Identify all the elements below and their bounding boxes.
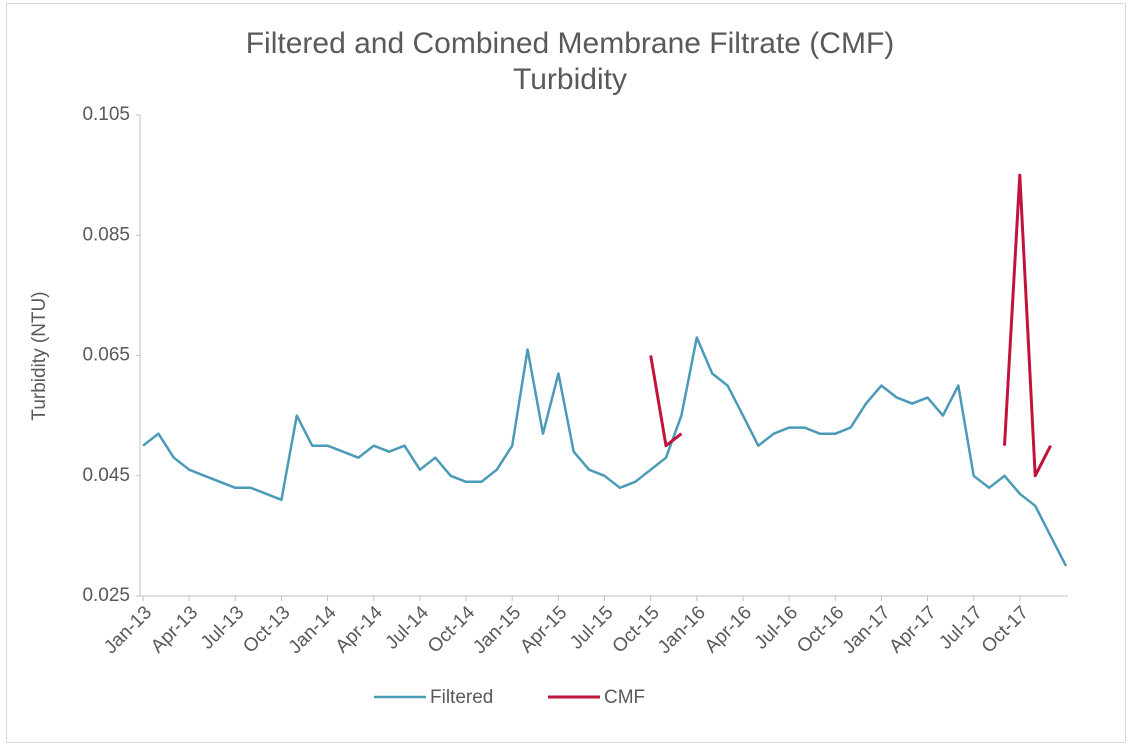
chart-frame xyxy=(6,3,1126,743)
y-tick-label: 0.105 xyxy=(82,104,130,125)
x-tick-label: Jan-16 xyxy=(654,602,710,658)
x-tick-label: Jul-13 xyxy=(197,602,248,653)
x-tick-label: Oct-14 xyxy=(424,602,479,657)
x-tick-label: Oct-13 xyxy=(239,602,294,657)
x-tick-label: Jan-13 xyxy=(100,602,156,658)
x-tick-label: Apr-13 xyxy=(147,602,202,657)
y-tick-label: 0.065 xyxy=(82,345,130,366)
line-series xyxy=(649,173,1052,478)
y-axis-label: Turbidity (NTU) xyxy=(29,291,50,420)
x-tick-label: Apr-15 xyxy=(516,602,571,657)
y-tick-label: 0.045 xyxy=(82,465,130,486)
chart-title: Filtered and Combined Membrane Filtrate … xyxy=(245,27,895,96)
x-tick-label: Apr-17 xyxy=(885,602,940,657)
x-tick-label: Jan-17 xyxy=(839,602,895,658)
x-tick-label: Jul-16 xyxy=(751,602,802,653)
x-tick-label: Oct-16 xyxy=(793,602,848,657)
x-tick-label: Oct-15 xyxy=(609,602,664,657)
x-tick-label: Jan-14 xyxy=(285,602,341,658)
x-tick-label: Jan-15 xyxy=(469,602,525,658)
y-tick-label: 0.085 xyxy=(82,224,130,245)
x-tick-label: Jul-17 xyxy=(935,602,986,653)
x-tick-label: Jul-14 xyxy=(382,602,434,654)
line-series xyxy=(142,336,1068,567)
x-tick-label: Jul-15 xyxy=(566,602,617,653)
x-tick-label: Apr-14 xyxy=(332,602,387,657)
legend-label: CMF xyxy=(604,687,645,708)
x-tick-label: Oct-17 xyxy=(978,602,1033,657)
y-tick-label: 0.025 xyxy=(82,585,130,606)
x-tick-label: Apr-16 xyxy=(701,602,756,657)
legend-label: Filtered xyxy=(430,687,493,708)
